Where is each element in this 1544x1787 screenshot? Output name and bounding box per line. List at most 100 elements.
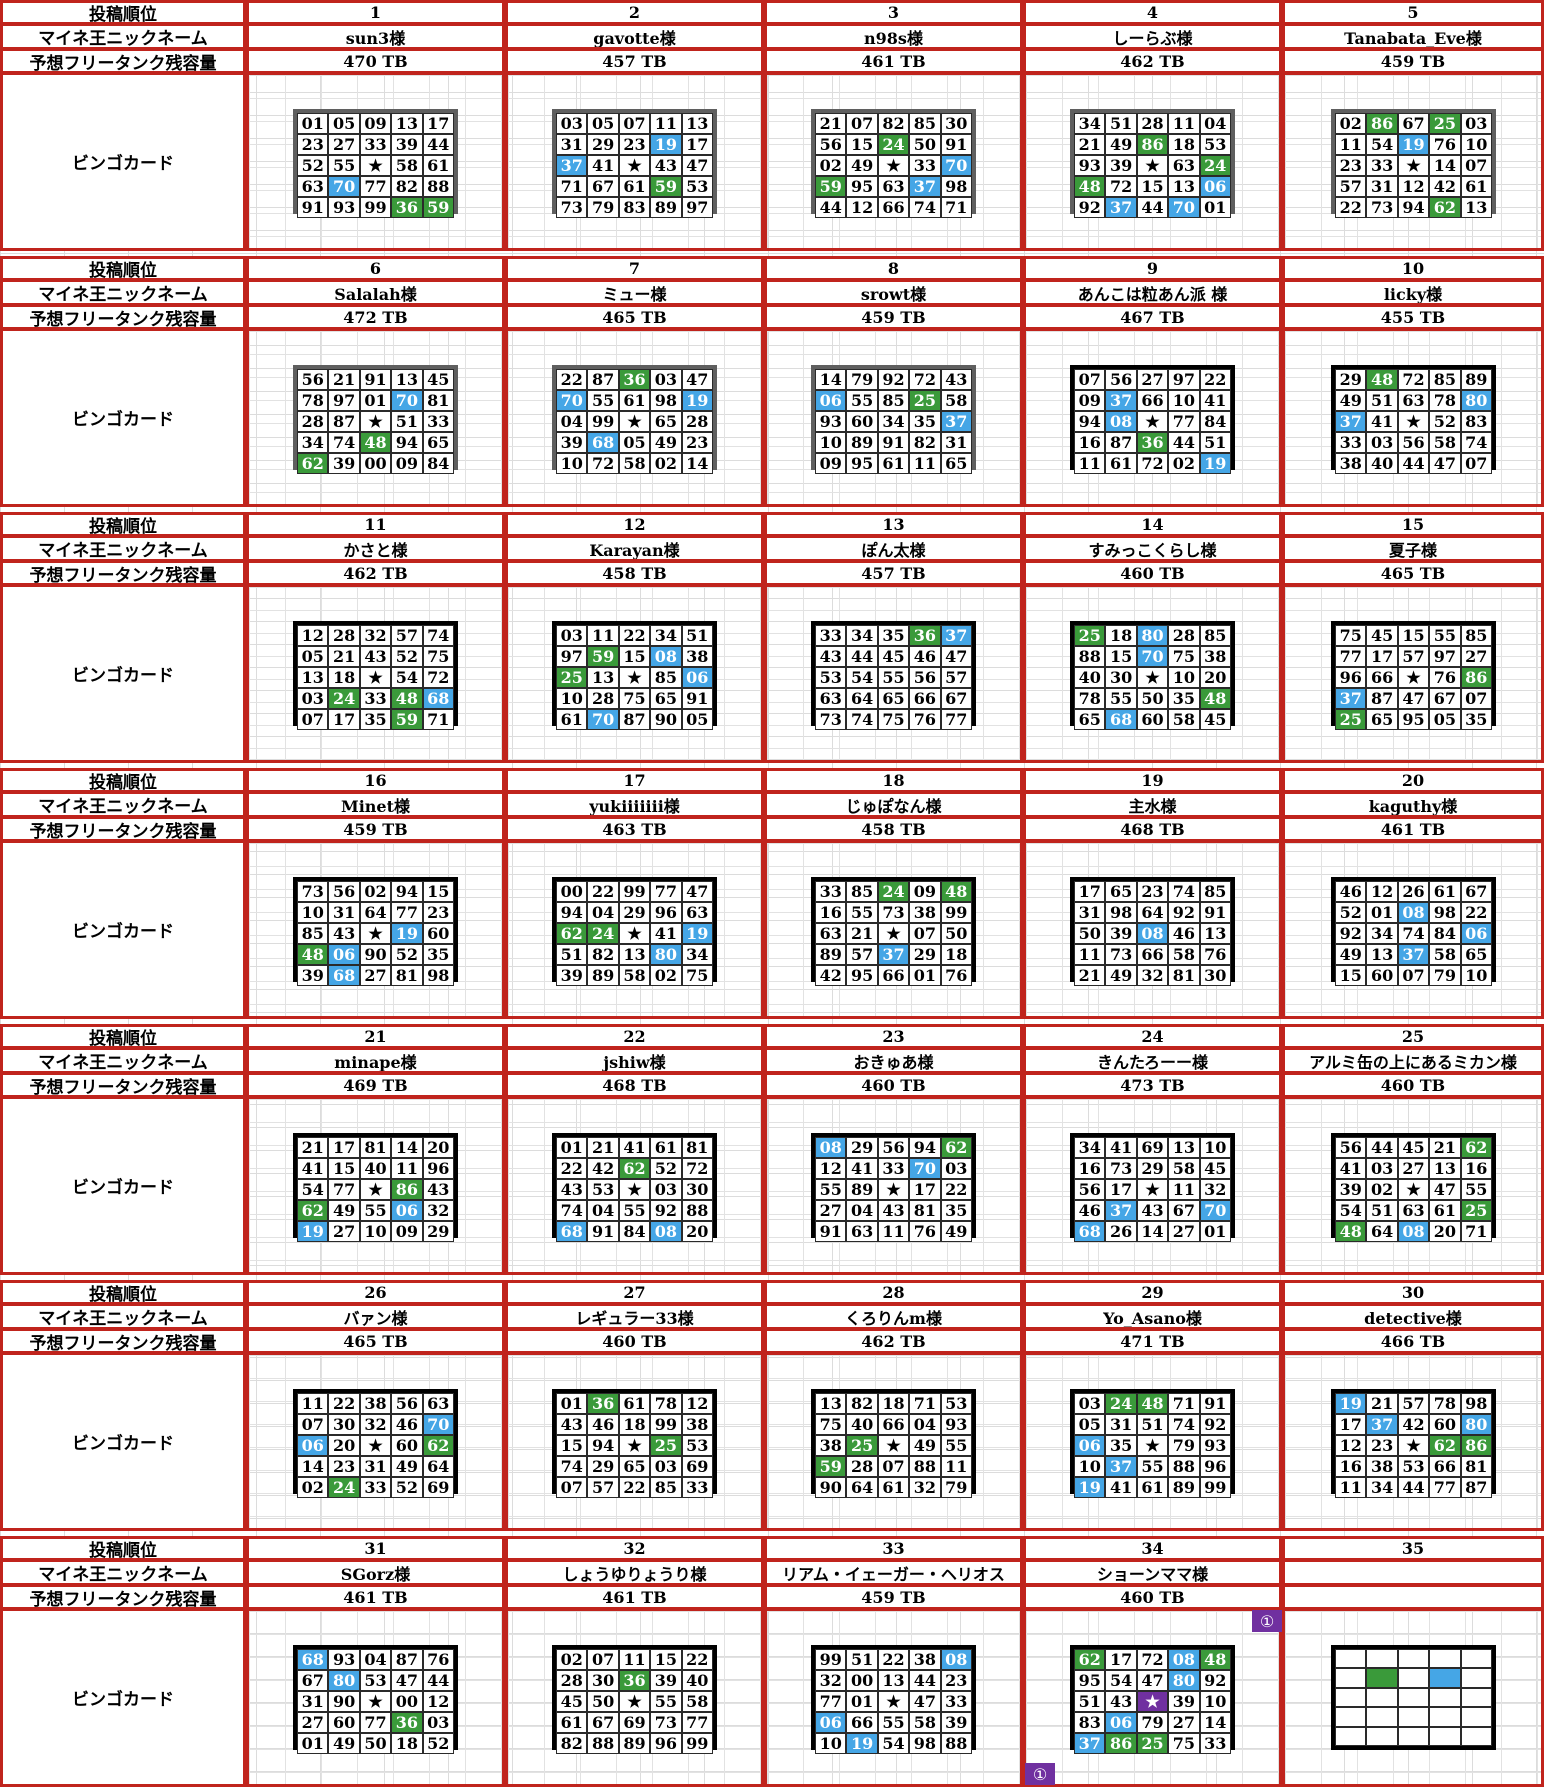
bingo-number[interactable]: 11 xyxy=(650,113,682,134)
bingo-number[interactable]: 46 xyxy=(1335,881,1367,902)
bingo-number[interactable]: ★ xyxy=(1397,155,1430,176)
bingo-number[interactable]: 22 xyxy=(556,369,588,390)
bingo-number[interactable]: 10 xyxy=(1460,134,1492,155)
bingo-number[interactable]: 82 xyxy=(877,113,910,134)
bingo-number[interactable]: 81 xyxy=(391,965,423,986)
bingo-number[interactable]: 03 xyxy=(556,113,588,134)
entry-rank[interactable]: 31 xyxy=(246,1536,505,1561)
bingo-number[interactable]: 08 xyxy=(650,1221,682,1242)
bingo-number[interactable]: 34 xyxy=(1366,923,1398,944)
bingo-number[interactable]: ★ xyxy=(618,155,651,176)
bingo-number[interactable]: 24 xyxy=(877,134,910,155)
bingo-number[interactable]: 41 xyxy=(297,1158,329,1179)
entry-prediction[interactable]: 471 TB xyxy=(1023,1328,1282,1354)
entry-rank[interactable]: 9 xyxy=(1023,256,1282,281)
bingo-number[interactable]: 04 xyxy=(359,1649,392,1670)
bingo-number[interactable]: ★ xyxy=(877,1435,910,1456)
bingo-number[interactable]: 77 xyxy=(650,881,682,902)
bingo-number[interactable]: 85 xyxy=(1460,625,1492,646)
entry-rank[interactable]: 8 xyxy=(764,256,1023,281)
bingo-number[interactable]: 35 xyxy=(422,944,454,965)
bingo-number[interactable]: 63 xyxy=(846,1221,878,1242)
bingo-number[interactable]: 10 xyxy=(297,902,329,923)
bingo-number[interactable]: 66 xyxy=(1429,1456,1461,1477)
bingo-number[interactable]: 58 xyxy=(1429,432,1461,453)
bingo-number[interactable]: 06 xyxy=(681,667,713,688)
bingo-number[interactable]: 10 xyxy=(815,432,847,453)
entry-nickname[interactable]: Salalah様 xyxy=(246,279,505,306)
bingo-number[interactable]: 99 xyxy=(815,1649,847,1670)
bingo-number[interactable]: 18 xyxy=(391,1733,423,1754)
entry-rank[interactable]: 2 xyxy=(505,0,764,25)
bingo-number[interactable]: 65 xyxy=(1366,709,1398,730)
bingo-number[interactable]: 40 xyxy=(1074,667,1106,688)
bingo-number[interactable]: 45 xyxy=(1366,625,1398,646)
bingo-number[interactable]: 55 xyxy=(1105,688,1137,709)
bingo-number[interactable]: 33 xyxy=(940,1691,972,1712)
bingo-number[interactable]: 67 xyxy=(1429,688,1461,709)
bingo-number[interactable]: 36 xyxy=(618,1670,651,1691)
bingo-number[interactable]: 49 xyxy=(1105,134,1137,155)
bingo-number[interactable]: ★ xyxy=(359,1179,392,1200)
bingo-number[interactable]: 18 xyxy=(1168,134,1200,155)
bingo-number[interactable]: 45 xyxy=(1397,1137,1430,1158)
bingo-number[interactable]: 04 xyxy=(1199,113,1231,134)
bingo-number[interactable]: 15 xyxy=(1397,625,1430,646)
bingo-number[interactable]: 42 xyxy=(1429,176,1461,197)
bingo-number[interactable]: ★ xyxy=(359,155,392,176)
bingo-number[interactable]: 48 xyxy=(940,881,972,902)
entry-nickname[interactable]: jshiw様 xyxy=(505,1047,764,1074)
bingo-number[interactable]: 70 xyxy=(1168,197,1200,218)
bingo-number[interactable]: 60 xyxy=(1136,709,1169,730)
bingo-number[interactable]: 89 xyxy=(815,944,847,965)
bingo-number[interactable]: 41 xyxy=(618,1137,651,1158)
bingo-number[interactable]: 66 xyxy=(1136,390,1169,411)
bingo-number[interactable]: 21 xyxy=(587,1137,619,1158)
bingo-number[interactable]: 62 xyxy=(1429,197,1461,218)
bingo-number[interactable]: 75 xyxy=(815,1414,847,1435)
bingo-number[interactable]: 68 xyxy=(587,432,619,453)
entry-rank[interactable]: 11 xyxy=(246,512,505,537)
bingo-number[interactable]: 14 xyxy=(1136,1221,1169,1242)
bingo-number[interactable]: 10 xyxy=(1460,965,1492,986)
bingo-number[interactable]: 76 xyxy=(909,1221,941,1242)
bingo-number[interactable]: 63 xyxy=(1168,155,1200,176)
bingo-number[interactable]: 69 xyxy=(681,1456,713,1477)
bingo-number[interactable]: 74 xyxy=(1397,923,1430,944)
bingo-number[interactable]: 35 xyxy=(359,709,392,730)
bingo-number[interactable]: 03 xyxy=(650,369,682,390)
bingo-number[interactable]: 36 xyxy=(391,1712,423,1733)
bingo-number[interactable]: 17 xyxy=(328,709,360,730)
bingo-number[interactable]: 41 xyxy=(1366,411,1398,432)
bingo-number[interactable]: 31 xyxy=(297,1691,329,1712)
bingo-number[interactable]: 51 xyxy=(846,1649,878,1670)
bingo-number[interactable]: 56 xyxy=(328,881,360,902)
bingo-number[interactable]: 32 xyxy=(1136,965,1169,986)
bingo-number[interactable]: 44 xyxy=(422,134,454,155)
bingo-number[interactable]: 01 xyxy=(1199,197,1231,218)
bingo-number[interactable]: 07 xyxy=(556,1477,588,1498)
bingo-number[interactable]: 48 xyxy=(1199,688,1231,709)
bingo-number[interactable]: 48 xyxy=(1366,369,1398,390)
entry-nickname[interactable]: Tanabata_Eve様 xyxy=(1282,23,1544,50)
bingo-number[interactable]: 79 xyxy=(587,197,619,218)
bingo-number[interactable]: 02 xyxy=(297,1477,329,1498)
bingo-number[interactable]: 11 xyxy=(297,1393,329,1414)
bingo-number[interactable]: 58 xyxy=(618,965,651,986)
bingo-number[interactable]: 12 xyxy=(1366,881,1398,902)
entry-nickname[interactable]: じゅぽなん様 xyxy=(764,791,1023,818)
bingo-number[interactable]: 33 xyxy=(1199,1733,1231,1754)
bingo-number[interactable]: 11 xyxy=(1335,1477,1367,1498)
bingo-number[interactable]: 49 xyxy=(391,1456,423,1477)
bingo-number[interactable]: 37 xyxy=(1074,1733,1106,1754)
bingo-number[interactable]: 46 xyxy=(909,646,941,667)
bingo-number[interactable]: 38 xyxy=(909,1649,941,1670)
bingo-number[interactable]: 36 xyxy=(587,1393,619,1414)
bingo-number[interactable]: 55 xyxy=(940,1435,972,1456)
bingo-number[interactable]: 13 xyxy=(1429,1158,1461,1179)
bingo-number[interactable]: 03 xyxy=(1074,1393,1106,1414)
bingo-number[interactable]: 93 xyxy=(1074,155,1106,176)
bingo-number[interactable]: 89 xyxy=(846,1179,878,1200)
bingo-number[interactable]: 93 xyxy=(940,1414,972,1435)
entry-nickname[interactable]: 夏子様 xyxy=(1282,535,1544,562)
